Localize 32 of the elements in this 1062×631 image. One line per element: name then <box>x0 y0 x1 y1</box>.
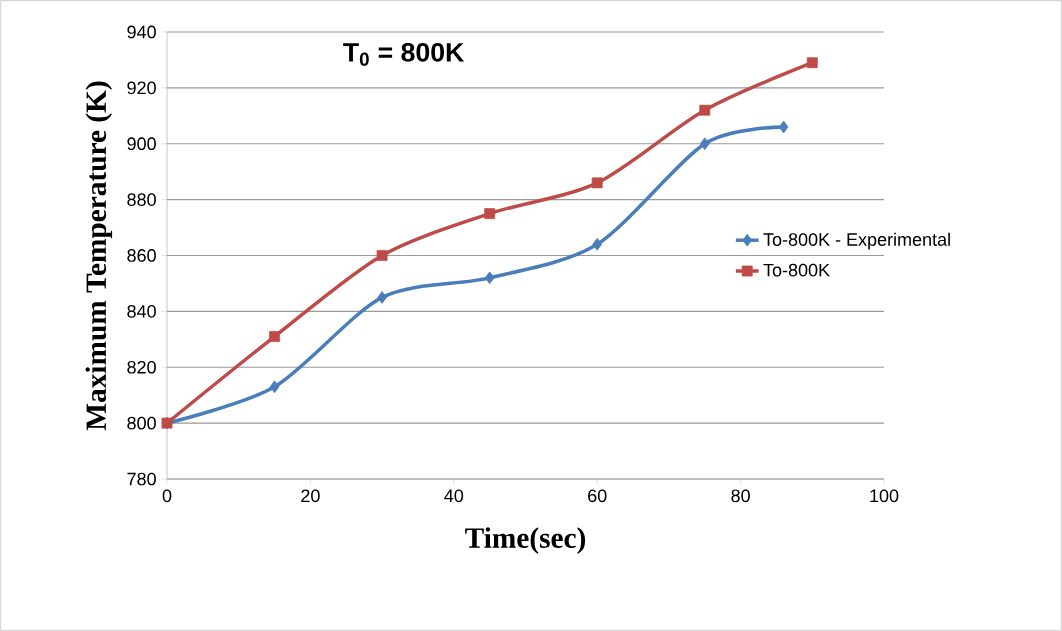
point <box>484 208 496 219</box>
legend-label: To-800K - Experimental <box>763 232 950 250</box>
point <box>269 331 280 342</box>
y-tick-label: 820 <box>127 360 156 374</box>
point <box>806 57 818 69</box>
point <box>699 137 710 151</box>
x-tick-label: 0 <box>162 489 172 503</box>
x-tick-label: 80 <box>731 489 750 503</box>
y-tick-label: 940 <box>127 25 156 39</box>
point <box>592 237 603 251</box>
y-tick-label: 860 <box>127 249 156 262</box>
point <box>484 271 495 285</box>
x-tick-label: 40 <box>444 489 464 503</box>
x-tick-label: 20 <box>301 489 320 503</box>
point <box>377 291 387 304</box>
y-tick-label: 900 <box>127 137 156 151</box>
y-tick-label: 840 <box>127 305 156 318</box>
y-tick-label: 800 <box>127 416 156 430</box>
legend-label: To-800K <box>763 263 830 277</box>
y-axis-title: Maximum Temperature (K) <box>85 81 113 431</box>
x-tick-label: 100 <box>870 489 899 503</box>
point <box>376 250 388 261</box>
point <box>778 120 789 134</box>
y-tick-label: 780 <box>127 472 156 486</box>
y-tick-label: 880 <box>127 193 156 206</box>
point <box>699 104 711 116</box>
chart-title: T$_{0}$ = 800K <box>343 42 465 66</box>
point <box>591 177 603 189</box>
x-axis-title: Time(sec) <box>465 527 586 554</box>
x-tick-label: 60 <box>588 489 607 503</box>
point <box>269 380 280 394</box>
y-tick-label: 920 <box>127 81 156 95</box>
